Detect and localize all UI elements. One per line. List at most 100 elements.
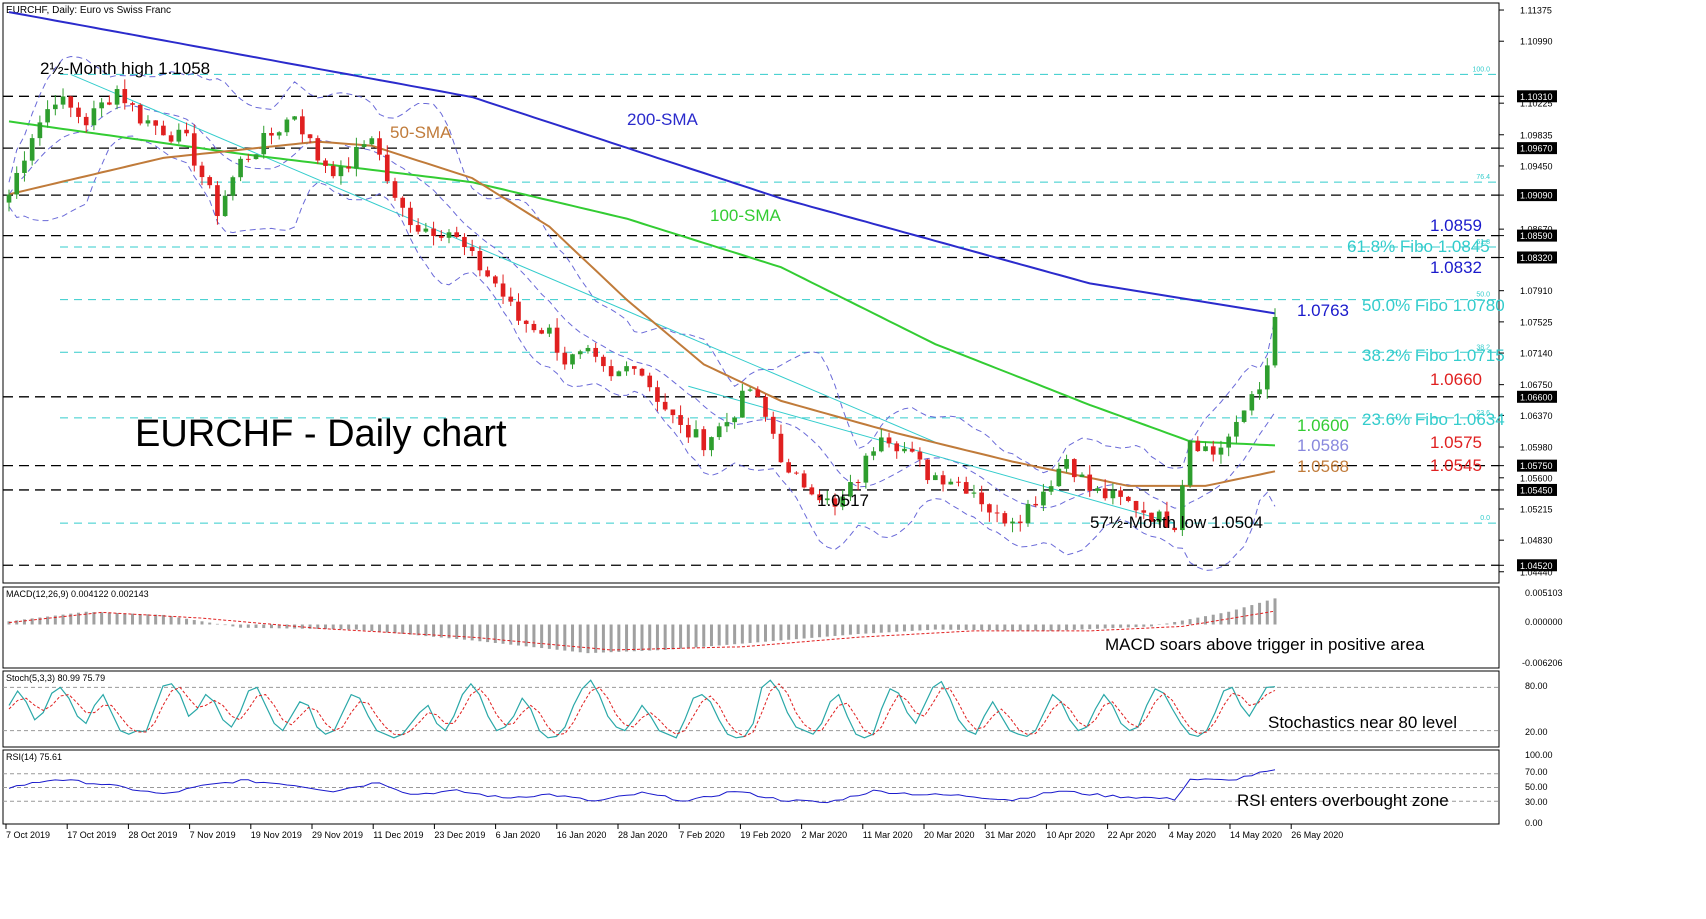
rsi-tick-50: 50.00 xyxy=(1525,782,1548,792)
candle-body xyxy=(83,116,89,126)
candle-body xyxy=(1172,527,1177,531)
candle-body xyxy=(755,389,761,397)
x-tick-label: 28 Jan 2020 xyxy=(618,830,668,840)
x-tick-label: 14 May 2020 xyxy=(1230,830,1282,840)
candle-body xyxy=(987,504,992,513)
candle-body xyxy=(709,437,714,451)
label-1.0832: 1.0832 xyxy=(1430,258,1482,277)
candle-body xyxy=(894,443,900,452)
price-tick-box xyxy=(1517,90,1557,103)
candle-body xyxy=(76,107,81,117)
candle-body xyxy=(1025,503,1031,524)
candle-body xyxy=(354,146,359,169)
macd-signal-line xyxy=(8,610,1276,651)
candle-body xyxy=(315,138,321,161)
candle-body xyxy=(971,492,977,494)
x-tick-label: 28 Oct 2019 xyxy=(128,830,177,840)
candle-body xyxy=(562,352,568,365)
candle-body xyxy=(747,389,753,391)
candle-body xyxy=(1218,447,1224,455)
candle-body xyxy=(593,347,598,357)
candle-body xyxy=(500,283,506,297)
annotation-1.0517: 1.0517 xyxy=(817,491,869,510)
candle-body xyxy=(215,185,220,217)
candle-body xyxy=(276,132,282,136)
candle-body xyxy=(199,165,205,178)
candle-body xyxy=(740,390,745,418)
candle-body xyxy=(1210,446,1216,455)
annotation-low: 57½-Month low 1.0504 xyxy=(1090,513,1263,532)
label-1.0545: 1.0545 xyxy=(1430,456,1482,475)
candle-body xyxy=(269,132,274,136)
candle-body xyxy=(29,138,35,161)
candle-body xyxy=(1133,500,1139,511)
price-tick-label: 1.11375 xyxy=(1520,6,1552,16)
candle-body xyxy=(855,482,861,484)
candle-body xyxy=(547,327,552,334)
candle-body xyxy=(153,120,158,126)
x-tick-label: 11 Mar 2020 xyxy=(863,830,913,840)
candle-body xyxy=(647,375,653,388)
x-tick-label: 7 Oct 2019 xyxy=(6,830,50,840)
candle-body xyxy=(184,129,189,134)
x-tick-label: 2 Mar 2020 xyxy=(802,830,848,840)
chart-header: EURCHF, Daily: Euro vs Swiss Franc xyxy=(6,5,171,16)
stoch-tick-80: 80.00 xyxy=(1525,681,1548,691)
candle-body xyxy=(956,481,961,483)
candle-body xyxy=(577,351,583,355)
candle-body xyxy=(45,109,50,123)
candle-body xyxy=(631,366,637,369)
candle-body xyxy=(1064,459,1069,469)
candle-body xyxy=(1071,459,1077,478)
series-label-50sma: 50-SMA xyxy=(390,123,452,142)
candle-body xyxy=(848,482,853,497)
candle-body xyxy=(392,181,398,198)
candle-body xyxy=(245,158,251,160)
candle-body xyxy=(979,492,984,505)
sma-50-line xyxy=(8,140,1276,487)
price-pane: 100.0 76.4 61.8 50.0 38.2 23.6 0.0 1.11375 1.10… xyxy=(2,2,1557,584)
rsi-tick-100: 100.00 xyxy=(1525,750,1553,760)
bollinger-lower xyxy=(8,135,1276,571)
candle-body xyxy=(670,409,676,416)
price-tick-label: 1.04440 xyxy=(1520,567,1553,577)
candle-body xyxy=(1110,490,1116,499)
macd-pane: MACD(12,26,9) 0.004122 0.002143 0.005103… xyxy=(2,586,1563,669)
candle-body xyxy=(99,102,104,109)
candle-body xyxy=(122,89,128,104)
candle-body xyxy=(400,197,406,208)
x-tick-label: 19 Nov 2019 xyxy=(251,830,302,840)
stoch-tick-20: 20.00 xyxy=(1525,727,1548,737)
price-levels: 100.0 76.4 61.8 50.0 38.2 23.6 0.0 xyxy=(3,66,1499,566)
macd-tick-zero: 0.000000 xyxy=(1525,617,1563,627)
x-tick-label: 31 Mar 2020 xyxy=(985,830,1036,840)
candle-body xyxy=(323,160,328,166)
candle-body xyxy=(585,347,591,352)
candle-body xyxy=(1102,488,1108,499)
price-tick-box xyxy=(1517,459,1557,472)
price-tick-label: 1.06600 xyxy=(1520,392,1553,402)
candle-body xyxy=(801,473,807,488)
rsi-tick-70: 70.00 xyxy=(1525,767,1548,777)
price-tick-label: 1.09450 xyxy=(1520,161,1553,171)
candle-body xyxy=(516,301,521,321)
series-label-200sma: 200-SMA xyxy=(627,110,699,129)
candle-body xyxy=(1203,446,1208,452)
candle-body xyxy=(1095,488,1100,491)
candle-body xyxy=(948,481,954,485)
candle-body xyxy=(454,232,460,237)
candle-body xyxy=(1156,511,1162,522)
candle-body xyxy=(639,368,645,376)
price-tick-label: 1.04830 xyxy=(1520,536,1553,546)
candle-body xyxy=(1164,511,1170,528)
candle-body xyxy=(107,102,112,105)
x-tick-label: 6 Jan 2020 xyxy=(496,830,541,840)
candle-body xyxy=(485,270,490,277)
price-tick-label: 1.05215 xyxy=(1520,504,1553,514)
candle-body xyxy=(994,512,1000,514)
candle-body xyxy=(1079,474,1085,478)
candle-body xyxy=(909,448,915,452)
sma-200-line xyxy=(8,11,1276,315)
candle-body xyxy=(493,276,498,284)
price-tick-label: 1.09835 xyxy=(1520,130,1553,140)
